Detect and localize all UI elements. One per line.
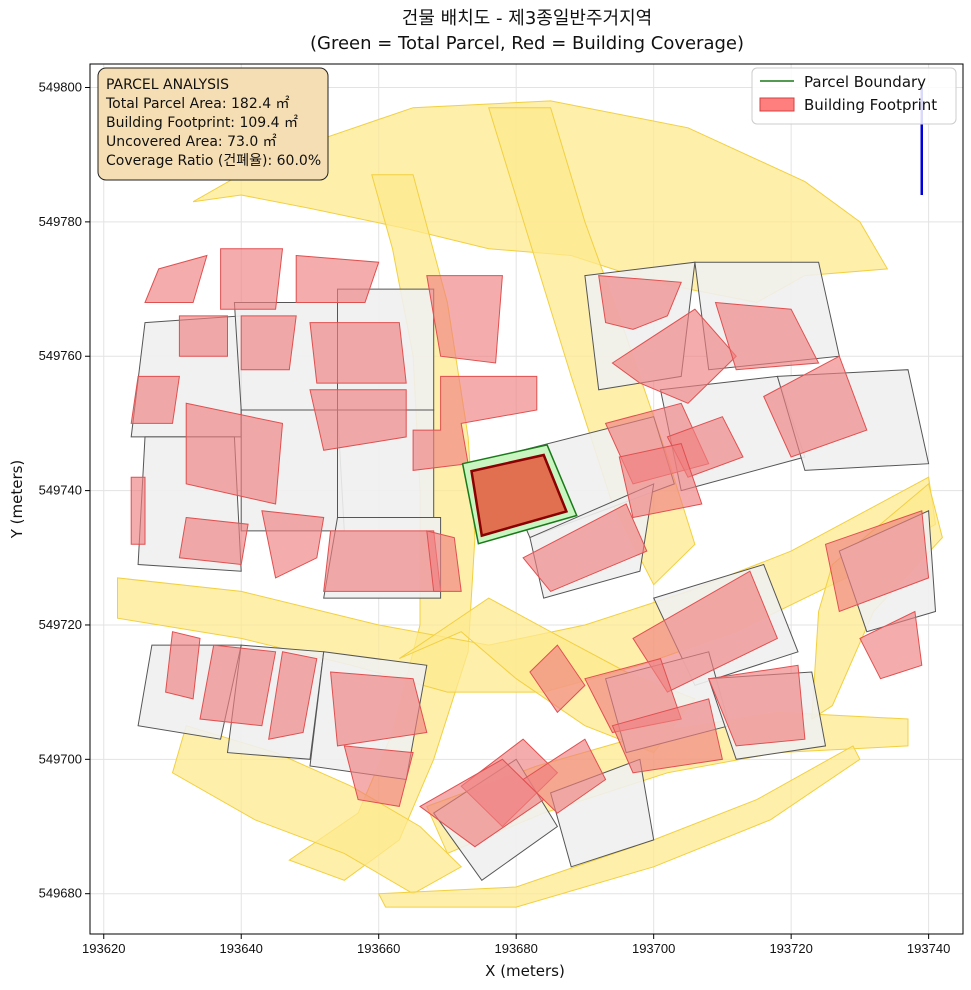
- target-parcel-layer: [461, 444, 578, 545]
- y-tick-label: 549740: [39, 483, 82, 498]
- building-footprint: [240, 315, 297, 371]
- building-footprint: [707, 664, 806, 747]
- building-footprint: [220, 248, 284, 310]
- building-footprint: [130, 375, 180, 424]
- x-tick-label: 193620: [82, 941, 125, 956]
- legend-background: [751, 67, 957, 125]
- y-axis-ticks: 549680 549700 549720 549740 549760 549780 5498…: [39, 80, 90, 901]
- info-line-total-area: Total Parcel Area: 182.4 ㎡: [105, 96, 290, 112]
- building-footprint: [261, 510, 325, 579]
- x-tick-label: 193700: [632, 941, 675, 956]
- y-tick-label: 549780: [39, 214, 82, 229]
- building-footprint: [426, 275, 503, 364]
- road-polygon: [171, 725, 463, 895]
- x-tick-label: 193680: [494, 941, 537, 956]
- building-footprint: [618, 443, 703, 519]
- building-footprint: [199, 644, 277, 727]
- building-footprint: [598, 275, 682, 330]
- building-footprint: [309, 322, 407, 384]
- legend-building-footprint-label: Building Footprint: [804, 96, 937, 114]
- building-footprint: [529, 644, 586, 714]
- building-footprint: [343, 745, 414, 807]
- x-tick-label: 193720: [769, 941, 812, 956]
- legend: Parcel Boundary Building Footprint: [751, 67, 957, 125]
- building-footprint: [144, 254, 208, 303]
- chart-title-line1: 건물 배치도 - 제3종일반주거지역: [402, 8, 652, 29]
- y-tick-label: 549700: [39, 751, 82, 766]
- road-polygon: [377, 745, 861, 908]
- x-axis-ticks: 193620 193640 193660 193680 193700 193720 1937…: [82, 934, 950, 956]
- y-axis-label: Y (meters): [8, 460, 26, 540]
- building-footprint: [824, 510, 930, 613]
- building-footprint: [522, 503, 648, 593]
- target-building-footprint: [470, 453, 569, 538]
- y-tick-label: 549760: [39, 348, 82, 363]
- y-tick-label: 549800: [39, 80, 82, 95]
- building-footprint: [522, 738, 607, 814]
- x-axis-label: X (meters): [485, 962, 565, 980]
- building-footprint: [309, 389, 407, 451]
- y-tick-label: 549720: [39, 617, 82, 632]
- legend-building-footprint-swatch: [759, 97, 795, 112]
- building-footprint: [714, 301, 820, 371]
- building-footprint: [611, 308, 737, 404]
- building-footprint: [178, 315, 228, 357]
- x-tick-label: 193660: [357, 941, 400, 956]
- building-footprint: [295, 254, 380, 303]
- building-footprint: [178, 516, 249, 566]
- y-tick-label: 549680: [39, 886, 82, 901]
- building-footprint: [268, 651, 318, 740]
- info-line-footprint: Building Footprint: 109.4 ㎡: [106, 115, 298, 131]
- building-footprint: [763, 355, 868, 458]
- building-footprint: [426, 530, 462, 592]
- info-line-coverage-ratio: Coverage Ratio (건폐율): 60.0%: [106, 153, 321, 169]
- building-footprint: [859, 610, 923, 680]
- buildings-layer: [130, 248, 930, 848]
- chart-title-line2: (Green = Total Parcel, Red = Building Co…: [310, 33, 744, 54]
- building-footprint: [130, 476, 146, 545]
- info-line-uncovered: Uncovered Area: 73.0 ㎡: [106, 134, 277, 150]
- plot-frame: [89, 63, 964, 935]
- building-footprint: [165, 631, 201, 700]
- building-footprint: [611, 698, 724, 774]
- building-footprint: [330, 671, 428, 747]
- legend-parcel-boundary-label: Parcel Boundary: [804, 73, 926, 91]
- building-footprint: [185, 402, 284, 505]
- x-tick-label: 193740: [907, 941, 950, 956]
- info-line-heading: PARCEL ANALYSIS: [106, 77, 229, 93]
- parcel-analysis-box: PARCEL ANALYSIS Total Parcel Area: 182.4…: [97, 67, 329, 181]
- x-tick-label: 193640: [220, 941, 263, 956]
- info-box-background: [97, 67, 329, 181]
- building-footprint: [323, 530, 442, 592]
